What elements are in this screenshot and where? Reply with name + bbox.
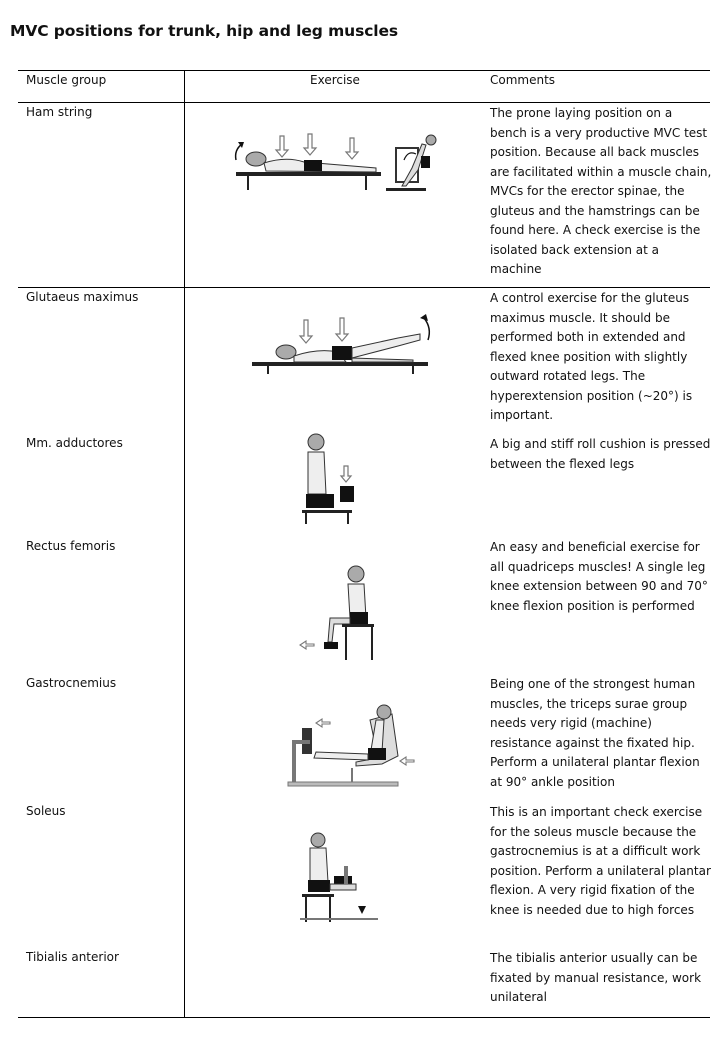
table-row-comment: An easy and beneficial exercise for all … bbox=[490, 540, 708, 613]
table-row-group-name: Gastrocnemius bbox=[26, 676, 117, 690]
seated-adduction-cushion-icon bbox=[298, 432, 368, 524]
seated-calf-raise-icon bbox=[296, 830, 384, 922]
column-divider bbox=[184, 70, 185, 1018]
prone-back-extension-and-machine-icon bbox=[226, 130, 441, 195]
table-row-group-name: Rectus femoris bbox=[26, 539, 116, 553]
header-rule bbox=[18, 102, 710, 103]
seated-knee-extension-icon bbox=[294, 562, 389, 660]
header-muscle-group: Muscle group bbox=[26, 73, 107, 87]
muscle-table: Muscle group Exercise Comments Ham strin… bbox=[18, 70, 712, 1018]
header-comments: Comments bbox=[490, 73, 556, 87]
table-row-comment: This is an important check exercise for … bbox=[490, 805, 711, 917]
leg-press-plantar-flexion-icon bbox=[272, 700, 417, 788]
table-row-group-name: Glutaeus maximus bbox=[26, 290, 139, 304]
table-row-group-name: Mm. adductores bbox=[26, 436, 123, 450]
table-row-comment: The prone laying position on a bench is … bbox=[490, 106, 712, 276]
table-row-comment: Being one of the strongest human muscles… bbox=[490, 677, 700, 789]
table-row-group-name: Ham string bbox=[26, 105, 93, 119]
table-bottom-rule bbox=[18, 1017, 710, 1018]
table-row-group-name: Soleus bbox=[26, 804, 66, 818]
header-exercise: Exercise bbox=[310, 73, 360, 87]
page-title: MVC positions for trunk, hip and leg mus… bbox=[10, 22, 399, 40]
table-row-group-name: Tibialis anterior bbox=[26, 950, 119, 964]
prone-hip-extension-icon bbox=[248, 312, 438, 374]
table-row-comment: A big and stiff roll cushion is pressed … bbox=[490, 437, 711, 471]
table-row-comment: A control exercise for the gluteus maxim… bbox=[490, 291, 693, 422]
table-row-comment: The tibialis anterior usually can be fix… bbox=[490, 951, 702, 1004]
table-top-rule bbox=[18, 70, 710, 71]
row-rule bbox=[18, 287, 710, 288]
